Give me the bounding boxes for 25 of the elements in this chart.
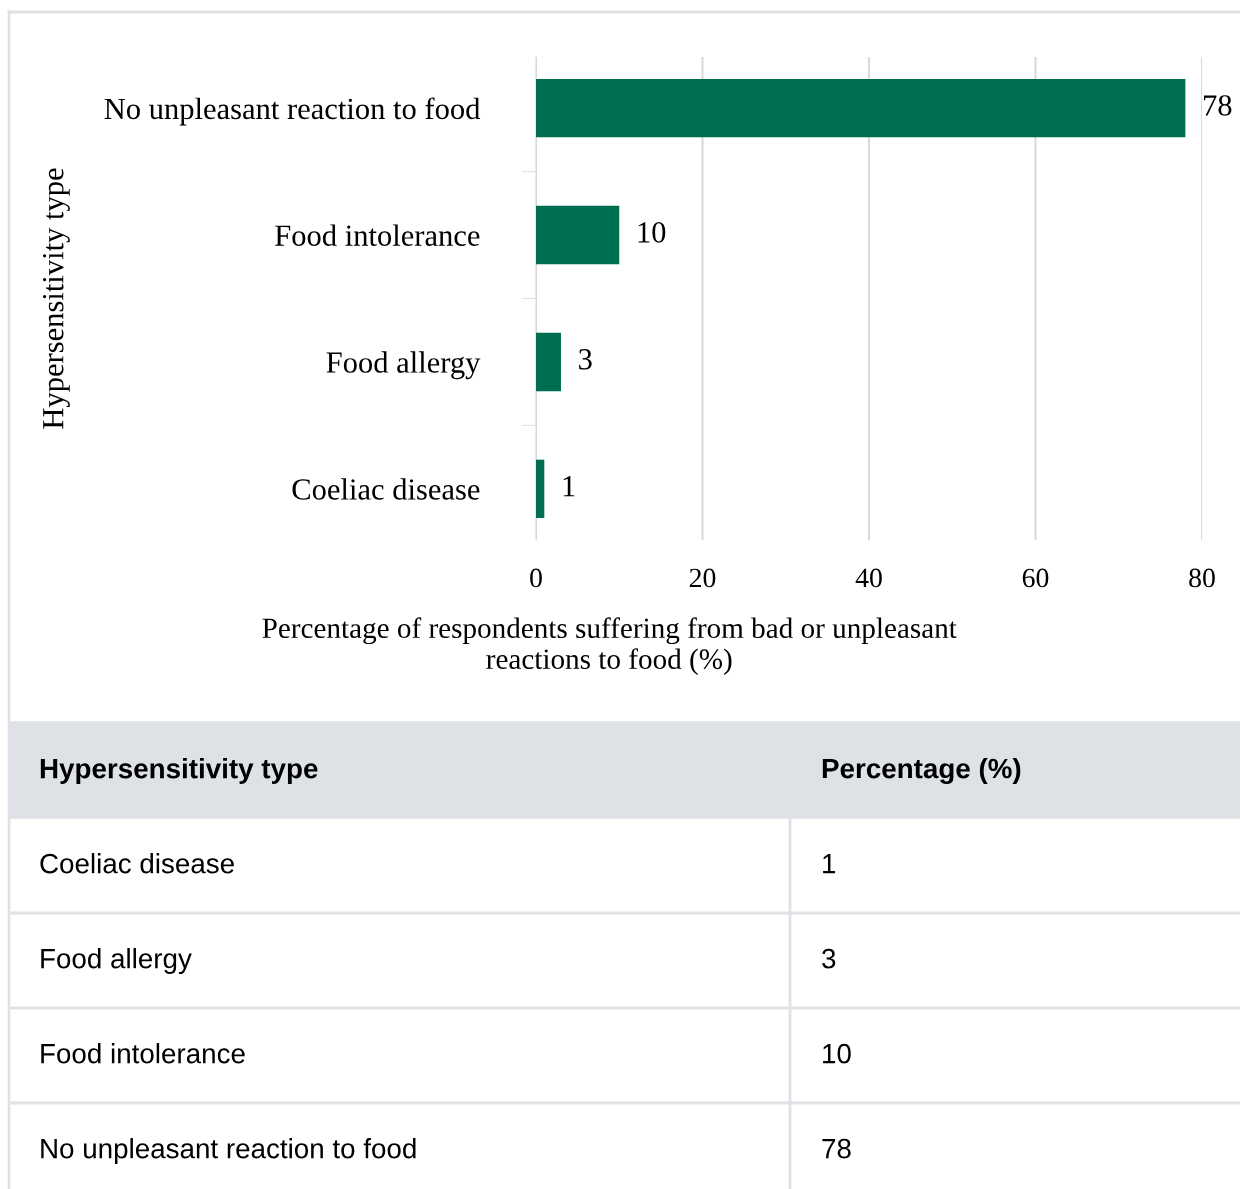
x-axis-title: Percentage of respondents suffering from bad or unpleasant reactions to food (%) [262, 617, 957, 675]
category-label: No unpleasant reaction to food [41, 1138, 416, 1164]
category-label: Coeliac disease [40, 853, 234, 874]
y-tick-label: Coeliac disease [292, 478, 480, 500]
y-tick-label: No unpleasant reaction to food [104, 97, 481, 126]
data-label: 3 [579, 349, 592, 370]
text: 10 [823, 1043, 851, 1064]
y-tick-label: Food allergy [326, 351, 481, 380]
category-label: Food intolerance [41, 1043, 245, 1064]
text: 1 [823, 854, 836, 874]
y-axis-title: Hypersensitivity type [42, 168, 70, 429]
x-tick-label: 20 [689, 568, 716, 588]
data-label: 10 [638, 222, 666, 243]
y-tick-label: Food intolerance [275, 224, 480, 246]
x-tick-label: 60 [1022, 568, 1049, 588]
data-label: 78 [1204, 95, 1232, 116]
x-tick-label: 0 [530, 568, 542, 588]
x-tick-label: 80 [1189, 568, 1215, 588]
category-label: Food allergy [41, 948, 192, 974]
text: 78 [822, 1138, 851, 1159]
x-tick-label: 40 [855, 568, 882, 588]
text: Percentage (%) [822, 757, 1021, 785]
data-label: 1 [563, 476, 575, 497]
text: Hypersensitivity type [40, 758, 318, 784]
text: 3 [822, 948, 836, 969]
